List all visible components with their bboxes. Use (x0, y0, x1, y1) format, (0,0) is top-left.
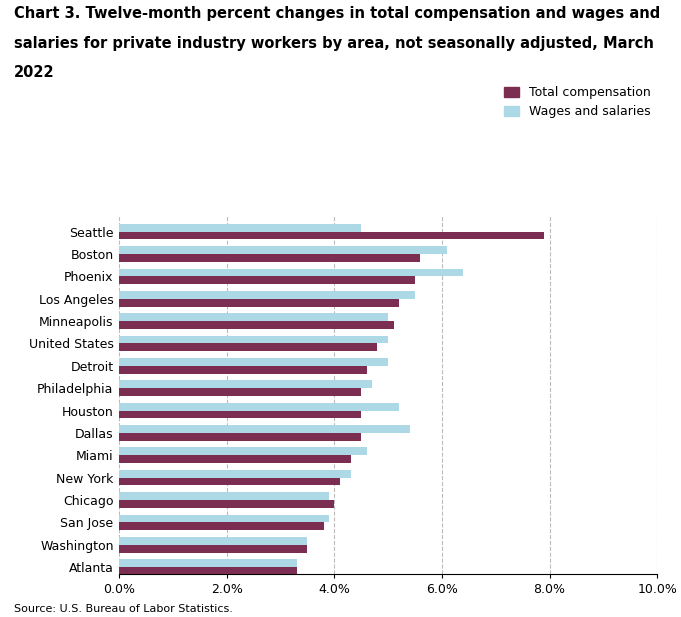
Bar (119, 380, 372, 388)
Bar (119, 455, 351, 463)
Bar (119, 410, 362, 418)
Bar (119, 299, 399, 307)
Bar (119, 425, 410, 433)
Bar (119, 366, 366, 374)
Text: 2022: 2022 (14, 65, 54, 80)
Bar (119, 447, 366, 455)
Bar (119, 559, 297, 567)
Bar (119, 500, 334, 508)
Bar (119, 336, 388, 344)
Bar (119, 313, 388, 321)
Bar (119, 321, 394, 329)
Bar (119, 268, 464, 276)
Text: Chart 3. Twelve-month percent changes in total compensation and wages and: Chart 3. Twelve-month percent changes in… (14, 6, 660, 21)
Bar (119, 515, 329, 523)
Text: Source: U.S. Bureau of Labor Statistics.: Source: U.S. Bureau of Labor Statistics. (14, 604, 232, 614)
Bar (119, 523, 323, 530)
Text: salaries for private industry workers by area, not seasonally adjusted, March: salaries for private industry workers by… (14, 36, 654, 51)
Bar (119, 567, 297, 575)
Bar (119, 344, 377, 351)
Bar (119, 246, 447, 254)
Bar (119, 433, 362, 441)
Bar (119, 537, 308, 545)
Bar (119, 224, 362, 231)
Bar (119, 291, 415, 299)
Bar (119, 276, 415, 284)
Legend: Total compensation, Wages and salaries: Total compensation, Wages and salaries (504, 86, 651, 118)
Bar (119, 470, 351, 478)
Bar (119, 254, 420, 262)
Bar (119, 231, 544, 239)
Bar (119, 388, 362, 396)
Bar (119, 358, 388, 366)
Bar (119, 478, 340, 486)
Bar (119, 545, 308, 553)
Bar (119, 403, 399, 410)
Bar (119, 492, 329, 500)
